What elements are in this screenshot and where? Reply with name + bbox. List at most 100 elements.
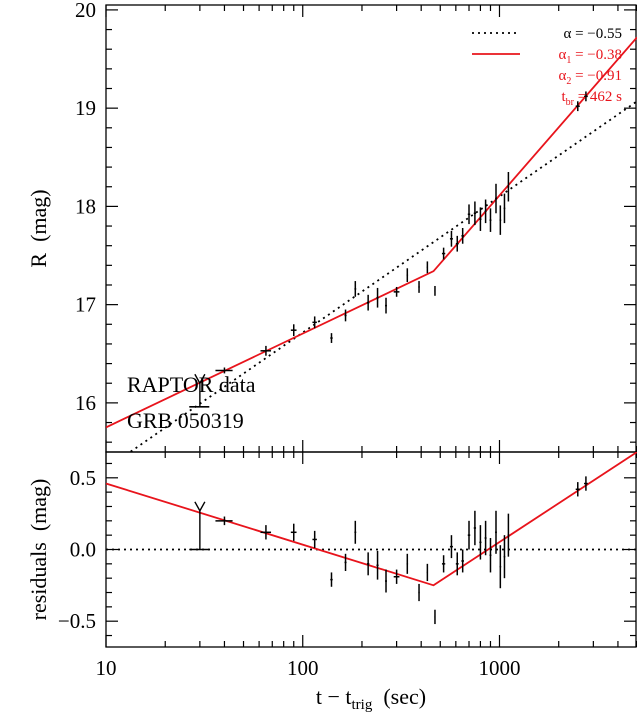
data-point: [330, 572, 333, 587]
data-point: [215, 516, 233, 526]
data-point: [499, 205, 502, 235]
legend-entry: α = −0.55: [472, 26, 622, 42]
bottom-x-ticks: [105, 452, 637, 647]
top-y-ticks: [106, 9, 636, 443]
data-point: [344, 309, 347, 322]
data-point: [441, 555, 446, 573]
data-point: [426, 261, 429, 274]
data-point: [393, 286, 400, 297]
data-point: [449, 535, 453, 559]
data-point: [215, 367, 233, 374]
legend-label: α1 = −0.38: [558, 47, 622, 66]
data-point: [376, 550, 379, 580]
data-point: [575, 101, 580, 112]
annotation-text: RAPTOR data: [127, 372, 256, 397]
data-point: [260, 345, 272, 356]
data-point: [290, 523, 297, 541]
data-point: [479, 207, 482, 231]
bottom-model-lines: [106, 452, 637, 587]
legend-label: α2 = −0.91: [558, 68, 622, 87]
data-point: [473, 510, 477, 546]
data-point: [441, 247, 446, 260]
data-point: [312, 530, 317, 549]
data-point: [344, 553, 347, 572]
y-tick-label: 17: [75, 293, 96, 317]
data-point: [461, 549, 464, 573]
legend: α = −0.55 α1 = −0.38 α2 = −0.91 tbr = 462 s: [472, 26, 622, 108]
data-point: [479, 525, 482, 560]
data-point: [455, 235, 459, 252]
y-tick-label: 18: [75, 194, 96, 218]
data-point: [354, 520, 357, 544]
data-point: [455, 552, 459, 576]
x-tick-label: 100: [287, 656, 319, 680]
y-tick-label: 0.5: [70, 466, 96, 490]
top-x-ticks: [105, 5, 637, 452]
data-point: [406, 268, 409, 283]
data-point: [366, 294, 370, 311]
data-point: [434, 285, 436, 296]
annotation-text: GRB 050319: [127, 408, 244, 433]
data-point: [584, 91, 588, 102]
data-point: [418, 281, 420, 293]
data-point: [495, 183, 497, 214]
bottom-y-axis-title: residuals (mag): [26, 479, 51, 621]
data-point: [503, 193, 506, 224]
legend-entry: α2 = −0.91: [558, 68, 622, 87]
legend-label: α = −0.55: [563, 26, 622, 42]
legend-entry: tbr = 462 s: [561, 89, 622, 108]
data-point: [461, 228, 464, 244]
data-point: [584, 476, 588, 491]
data-point: [366, 552, 370, 576]
data-point: [385, 297, 387, 314]
data-point: [484, 199, 487, 224]
data-point: [385, 569, 387, 593]
bottom-data-points: [189, 476, 588, 625]
top-y-axis-title: R (mag): [26, 189, 51, 267]
data-point: [489, 538, 492, 573]
bottom-panel: 10 100 1000 −0.5 0.0 0.5 residuals (mag): [26, 451, 637, 680]
top-data-points: [189, 91, 588, 408]
upper-limit-arrowhead: [194, 373, 206, 385]
data-point: [467, 204, 471, 225]
y-tick-label: 20: [75, 0, 96, 22]
y-tick-label: 0.0: [70, 538, 96, 562]
y-tick-label: −0.5: [58, 609, 96, 633]
data-point: [467, 520, 471, 550]
x-tick-label: 1000: [478, 656, 520, 680]
x-tick-label: 10: [96, 656, 117, 680]
data-point: [507, 172, 510, 202]
data-point: [575, 482, 580, 497]
data-point: [499, 545, 502, 589]
data-point: [406, 553, 409, 574]
upper-limit-arrowhead: [194, 501, 206, 513]
legend-label: tbr = 462 s: [561, 89, 622, 108]
y-tick-label: 19: [75, 96, 96, 120]
data-point: [426, 563, 429, 582]
data-point: [495, 510, 497, 554]
data-point: [376, 287, 379, 308]
data-point: [473, 201, 477, 226]
data-point: [489, 208, 492, 232]
x-axis-title: t − ttrig (sec): [316, 684, 426, 713]
data-point: [507, 513, 510, 557]
data-point: [503, 535, 506, 579]
data-point: [484, 520, 487, 556]
y-tick-label: 16: [75, 391, 96, 415]
model-line-broken: [106, 36, 637, 429]
data-point: [393, 569, 400, 584]
top-model-lines: [106, 36, 637, 452]
model-line-broken: [106, 452, 637, 587]
legend-entry: α1 = −0.38: [472, 47, 622, 66]
upper-limit: [189, 501, 210, 551]
upper-limit: [189, 373, 210, 408]
data-point: [330, 333, 333, 343]
data-point: [434, 609, 436, 625]
data-point: [449, 230, 453, 247]
data-point: [354, 281, 357, 297]
data-point: [312, 316, 317, 329]
data-point: [418, 583, 420, 602]
top-panel: 16 17 18 19 20 R (mag): [26, 0, 637, 453]
data-point: [290, 324, 297, 337]
